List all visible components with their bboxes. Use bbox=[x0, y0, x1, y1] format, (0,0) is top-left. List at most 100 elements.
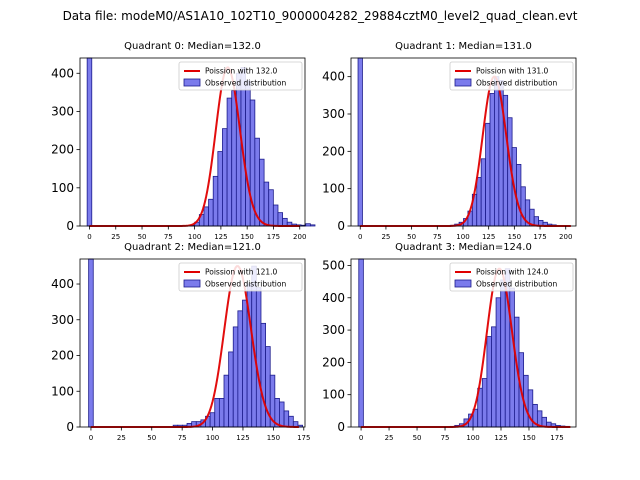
histogram-bar bbox=[245, 80, 251, 227]
legend-bar-swatch bbox=[183, 78, 201, 87]
legend: Poission with 121.0 Observed distribution bbox=[178, 262, 303, 292]
histogram-bar-zero bbox=[357, 57, 363, 227]
quadrant-3-panel: Quadrant 3: Median=124.00100200300400500… bbox=[322, 242, 577, 442]
histogram-bar bbox=[217, 151, 223, 227]
y-tick-label: 500 bbox=[322, 258, 345, 272]
histogram-bar bbox=[203, 206, 209, 227]
y-tick-label: 100 bbox=[51, 384, 74, 398]
histogram-bar bbox=[263, 181, 270, 227]
panel-title: Quadrant 1: Median=131.0 bbox=[395, 41, 532, 52]
histogram-bar bbox=[305, 223, 311, 227]
legend: Poission with 124.0 Observed distribution bbox=[449, 262, 574, 292]
y-tick-label: 0 bbox=[337, 219, 345, 233]
y-tick-label: 0 bbox=[337, 420, 345, 434]
histogram-bar bbox=[491, 326, 497, 428]
histogram-bar bbox=[509, 287, 515, 428]
x-tick-label: 0 bbox=[358, 233, 362, 241]
legend-bar-swatch bbox=[454, 279, 472, 288]
y-tick-label: 200 bbox=[51, 349, 74, 363]
histogram-bar-zero bbox=[358, 258, 364, 428]
histogram-bar bbox=[282, 217, 288, 227]
x-tick-label: 125 bbox=[236, 434, 249, 442]
quadrant-0-panel: Quadrant 0: Median=132.0 0 100 200 300 400 0 25… bbox=[51, 41, 316, 241]
y-tick-label: 300 bbox=[51, 104, 74, 118]
legend: Poission with 132.0 Observed distribution bbox=[178, 61, 303, 91]
x-tick-label: 75 bbox=[178, 434, 187, 442]
histogram-bar bbox=[259, 158, 265, 227]
x-tick-label: 100 bbox=[466, 434, 479, 442]
panel-title: Quadrant 3: Median=124.0 bbox=[395, 242, 532, 253]
histogram-bar bbox=[279, 401, 285, 428]
y-tick-label: 400 bbox=[322, 70, 345, 84]
legend-label-observed: Observed distribution bbox=[476, 79, 557, 88]
x-tick-label: 75 bbox=[433, 233, 442, 241]
histogram-bar-zero bbox=[86, 57, 93, 227]
histogram-bar bbox=[260, 322, 266, 428]
histogram-bar bbox=[516, 163, 522, 227]
x-tick-label: 25 bbox=[117, 434, 126, 442]
histogram-bar bbox=[255, 287, 262, 428]
x-tick-label: 25 bbox=[385, 434, 394, 442]
x-tick-label: 0 bbox=[87, 233, 91, 241]
y-tick-label: 400 bbox=[51, 277, 74, 291]
x-tick-label: 75 bbox=[441, 434, 450, 442]
x-tick-label: 0 bbox=[359, 434, 363, 442]
histogram-bar bbox=[494, 76, 500, 227]
histogram-bar bbox=[218, 398, 225, 428]
x-tick-label: 25 bbox=[381, 233, 390, 241]
x-tick-label: 175 bbox=[533, 233, 546, 241]
legend-label-poisson: Poission with 121.0 bbox=[205, 268, 278, 277]
legend-box bbox=[449, 262, 574, 292]
histogram-bar bbox=[489, 93, 495, 227]
panel-title: Quadrant 0: Median=132.0 bbox=[124, 41, 261, 52]
y-tick-label: 400 bbox=[322, 291, 345, 305]
x-tick-label: 175 bbox=[550, 434, 563, 442]
histogram-bar bbox=[309, 224, 316, 227]
legend-label-poisson: Poission with 132.0 bbox=[205, 67, 278, 76]
histogram-bar bbox=[495, 297, 502, 428]
x-tick-label: 25 bbox=[111, 233, 120, 241]
axes-frame bbox=[350, 57, 577, 227]
histogram-bar bbox=[486, 336, 492, 428]
y-tick-label: 300 bbox=[322, 323, 345, 337]
histogram-bar bbox=[235, 72, 242, 227]
histogram-bar bbox=[272, 204, 279, 227]
x-tick-label: 200 bbox=[559, 233, 572, 241]
histogram-bar bbox=[222, 128, 228, 227]
x-tick-label: 175 bbox=[267, 233, 280, 241]
histogram-bar bbox=[208, 198, 214, 227]
poisson-curve bbox=[360, 75, 571, 227]
x-tick-label: 75 bbox=[164, 233, 173, 241]
y-tick-label: 200 bbox=[322, 144, 345, 158]
figure-title: Data file: modeM0/AS1A10_102T10_90000042… bbox=[63, 9, 578, 23]
y-tick-label: 0 bbox=[66, 219, 74, 233]
axes-frame bbox=[79, 57, 306, 227]
y-tick-label: 200 bbox=[51, 143, 74, 157]
histogram-bar bbox=[214, 398, 220, 428]
x-tick-label: 50 bbox=[413, 434, 422, 442]
x-tick-label: 0 bbox=[89, 434, 93, 442]
y-tick-label: 200 bbox=[322, 355, 345, 369]
x-tick-label: 150 bbox=[240, 233, 253, 241]
histogram-bar bbox=[500, 279, 506, 428]
x-tick-label: 125 bbox=[494, 434, 507, 442]
y-tick-label: 100 bbox=[322, 182, 345, 196]
poisson-curve bbox=[361, 267, 571, 428]
quadrant-2-panel: Quadrant 2: Median=121.0 0 100 200 300 400 0 25… bbox=[51, 242, 310, 442]
x-tick-label: 175 bbox=[297, 434, 310, 442]
histogram-bar bbox=[223, 374, 230, 428]
histogram-bar bbox=[242, 299, 248, 428]
y-tick-label: 100 bbox=[322, 388, 345, 402]
histogram-bar bbox=[481, 378, 488, 428]
y-tick-label: 100 bbox=[51, 181, 74, 195]
x-tick-label: 150 bbox=[267, 434, 280, 442]
y-tick-label: 300 bbox=[322, 107, 345, 121]
x-tick-label: 150 bbox=[508, 233, 521, 241]
y-tick-label: 0 bbox=[66, 420, 74, 434]
x-tick-label: 100 bbox=[206, 434, 219, 442]
histogram-bar bbox=[212, 175, 219, 227]
legend: Poission with 131.0 Observed distribution bbox=[449, 61, 574, 91]
x-tick-label: 50 bbox=[138, 233, 147, 241]
legend-bar-swatch bbox=[183, 279, 201, 288]
y-tick-label: 300 bbox=[51, 313, 74, 327]
